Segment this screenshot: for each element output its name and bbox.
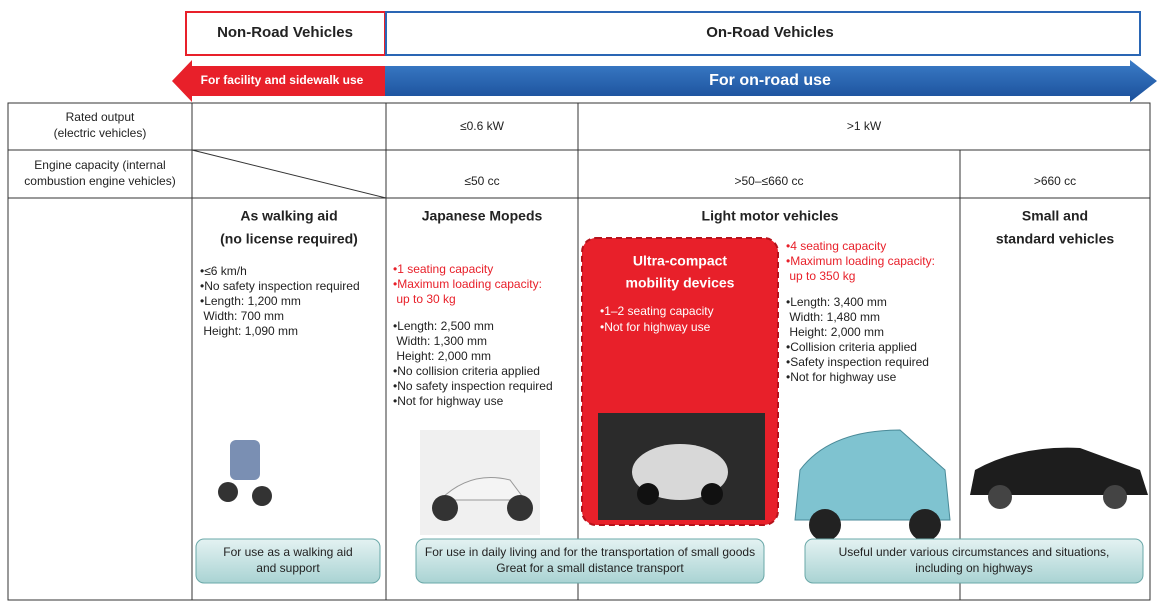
highlight: up to 350 kg <box>786 269 855 283</box>
wheel <box>988 485 1012 509</box>
note-text: and support <box>256 561 320 575</box>
column-heading: Light motor vehicles <box>702 208 839 224</box>
mobility-scooter <box>230 440 260 480</box>
spec: Width: 1,480 mm <box>786 310 880 324</box>
highlight: up to 30 kg <box>393 292 456 306</box>
spec: •Collision criteria applied <box>786 340 917 354</box>
sedan <box>970 447 1148 495</box>
spec: •No safety inspection required <box>200 279 360 293</box>
wheel <box>637 483 659 505</box>
wheel <box>809 509 841 541</box>
note-box <box>415 538 765 584</box>
on-road-use: For on-road use <box>709 72 831 89</box>
on-road-box <box>385 11 1141 56</box>
wheel <box>218 482 238 502</box>
note-text: including on highways <box>915 561 1032 575</box>
moped <box>438 477 526 501</box>
vehicle-images <box>218 413 1148 541</box>
wheel <box>252 486 272 506</box>
note-box <box>804 538 1144 584</box>
notes <box>195 538 1144 584</box>
ultra-compact-spec: •Not for highway use <box>600 320 711 334</box>
kei-car <box>794 429 951 521</box>
ultra-compact-heading: Ultra-compact <box>633 253 727 269</box>
spec: Width: 700 mm <box>200 309 284 323</box>
spec: •Length: 1,200 mm <box>200 294 301 308</box>
spec: •≤6 km/h <box>200 264 247 278</box>
highlight: •Maximum loading capacity: <box>786 254 935 268</box>
spec: Height: 2,000 mm <box>786 325 884 339</box>
row-label: Engine capacity (internal <box>34 158 165 172</box>
note-box <box>195 538 381 584</box>
on-road-label: On-Road Vehicles <box>706 24 834 41</box>
spec: Width: 1,300 mm <box>393 334 487 348</box>
engine-capacity: >660 cc <box>1034 174 1076 188</box>
wheel <box>432 495 458 521</box>
note-text: Great for a small distance transport <box>496 561 684 575</box>
highlight: •4 seating capacity <box>786 239 886 253</box>
highlight: •Maximum loading capacity: <box>393 277 542 291</box>
column-heading: (no license required) <box>220 231 358 247</box>
spec: •Not for highway use <box>786 370 897 384</box>
rated-output: ≤0.6 kW <box>460 119 505 133</box>
spec: •Not for highway use <box>393 394 504 408</box>
note-text: For use in daily living and for the tran… <box>425 545 755 559</box>
ultra-compact-heading: mobility devices <box>626 275 735 291</box>
on-road-arrow <box>385 60 1157 102</box>
spec: •Length: 3,400 mm <box>786 295 887 309</box>
row-label: (electric vehicles) <box>54 126 147 140</box>
engine-capacity: ≤50 cc <box>464 174 499 188</box>
rated-output: >1 kW <box>847 119 882 133</box>
column-heading: Small and <box>1022 208 1088 224</box>
column-heading: As walking aid <box>240 208 337 224</box>
ultra-compact-spec: •1–2 seating capacity <box>600 304 714 318</box>
spec: Height: 1,090 mm <box>200 324 298 338</box>
spec: •No safety inspection required <box>393 379 553 393</box>
wheel <box>909 509 941 541</box>
non-road-use: For facility and sidewalk use <box>201 73 364 87</box>
spec: •Length: 2,500 mm <box>393 319 494 333</box>
non-road-arrow <box>172 60 385 102</box>
non-road-label: Non-Road Vehicles <box>217 24 353 41</box>
non-road-box <box>185 11 386 56</box>
column-heading: standard vehicles <box>996 231 1114 247</box>
spec: Height: 2,000 mm <box>393 349 491 363</box>
note-text: Useful under various circumstances and s… <box>839 545 1110 559</box>
row-label: Rated output <box>66 110 135 124</box>
table-grid <box>7 102 1151 601</box>
column-heading: Japanese Mopeds <box>422 208 543 224</box>
highlight: •1 seating capacity <box>393 262 493 276</box>
spec: •Safety inspection required <box>786 355 929 369</box>
note-text: For use as a walking aid <box>223 545 352 559</box>
wheel <box>507 495 533 521</box>
wheel <box>1103 485 1127 509</box>
ultra-compact-vehicle <box>632 444 728 500</box>
spec: •No collision criteria applied <box>393 364 540 378</box>
row-label: combustion engine vehicles) <box>24 174 175 188</box>
wheel <box>701 483 723 505</box>
engine-capacity: >50–≤660 cc <box>735 174 804 188</box>
